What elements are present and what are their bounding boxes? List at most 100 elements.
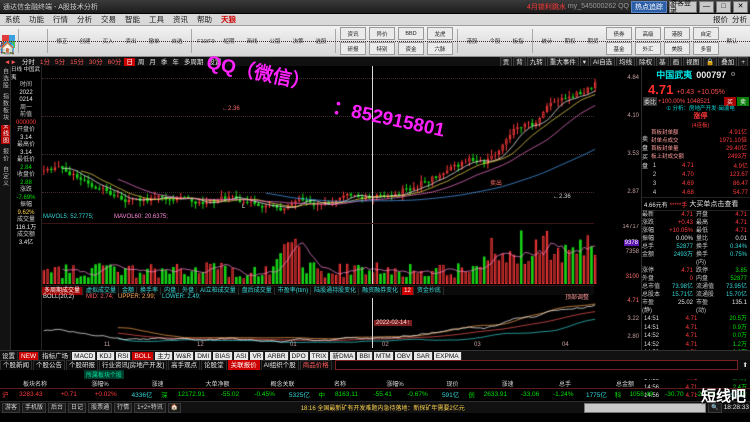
menu-item-3[interactable]: 分析: [77, 15, 92, 24]
status-quote-button[interactable]: 行情: [114, 402, 133, 413]
indicator-bias[interactable]: BIAS: [213, 351, 233, 361]
indicator-boll[interactable]: BOLL: [132, 351, 155, 361]
link-forum[interactable]: 论股堂: [201, 359, 227, 371]
indicator-rsi[interactable]: RSI: [115, 351, 132, 361]
link-stock-research[interactable]: 个股研报: [66, 359, 98, 371]
period-item-day[interactable]: 日: [124, 57, 135, 67]
menu-item-0[interactable]: 系统: [5, 15, 20, 24]
board-index-button[interactable]: 高级: [635, 27, 661, 40]
mt-head-9[interactable]: 总手: [558, 382, 571, 388]
mt-head-6[interactable]: 涨幅%: [386, 382, 404, 388]
period-item-month[interactable]: 月: [149, 58, 156, 66]
mt-head-3[interactable]: 大单净额: [205, 382, 230, 388]
indicator-trix[interactable]: TRIX: [309, 351, 330, 361]
dragon-button[interactable]: 龙虎: [427, 27, 453, 40]
menu-item-1[interactable]: 功能: [29, 15, 44, 24]
boll-pane[interactable]: 2022-02-14↑: [42, 298, 597, 348]
sector-stocks-pill[interactable]: 所属板块个股: [84, 370, 125, 379]
special-button[interactable]: 特别: [369, 42, 395, 55]
sixpulse-button[interactable]: 六脉: [427, 42, 453, 55]
stock-search-input[interactable]: [584, 402, 707, 413]
period-item-week[interactable]: 周: [137, 58, 145, 66]
mt-head-5[interactable]: 名称: [333, 382, 346, 388]
link-stock-announce[interactable]: 个股公告: [33, 359, 65, 371]
period-item-2[interactable]: 5分: [55, 58, 66, 66]
bid-row-4[interactable]: 4 4.68 54.77: [651, 188, 750, 197]
single-stock-button[interactable]: 基金: [606, 42, 632, 55]
vol-tab-3[interactable]: 换手率: [138, 286, 162, 295]
period-item-year[interactable]: 年: [172, 58, 179, 66]
vol-tab-4[interactable]: 内盘: [162, 286, 180, 295]
menu-item-7[interactable]: 资讯: [173, 15, 188, 24]
app-logo-icon[interactable]: [2, 34, 15, 48]
news-button[interactable]: 资讯: [340, 27, 366, 40]
qq-icon[interactable]: QQ: [618, 3, 629, 10]
link-search-input[interactable]: [334, 360, 738, 370]
settings-button[interactable]: 设置: [0, 351, 18, 361]
indicator-bbi[interactable]: BBI: [357, 351, 373, 361]
link-commodity-price[interactable]: 商品价格: [299, 359, 332, 371]
bid-row-2[interactable]: 2 4.70 123.67: [651, 170, 750, 179]
news-ticker[interactable]: 18:16 全国最新矿有开发难题内急待落地：新探矿年需要2亿元: [300, 406, 465, 412]
indicator-kdj[interactable]: KDJ: [97, 351, 115, 361]
period-item-4[interactable]: 30分: [88, 58, 103, 66]
gear-icon[interactable]: ⚙: [730, 72, 736, 78]
volume-pane[interactable]: [42, 224, 597, 284]
rail-item-index-board[interactable]: 指数板块: [1, 93, 8, 121]
status-diary-button[interactable]: 日记: [68, 402, 87, 413]
vol-tab-9[interactable]: 陆股通持股变化: [312, 286, 360, 295]
link-related-quote[interactable]: 关联报价: [227, 359, 260, 371]
mt-head-0[interactable]: 板块名称: [22, 382, 47, 388]
indicator-zhuli[interactable]: 主力: [155, 351, 174, 361]
home-icon[interactable]: 🏠 默认: [0, 27, 750, 55]
multiwindow-button[interactable]: 多窗: [693, 42, 719, 55]
link-ai-group[interactable]: AI组织个股: [260, 359, 299, 371]
period-item-1[interactable]: 1分: [39, 58, 50, 66]
mt-head-4[interactable]: 概念关联: [270, 382, 295, 388]
indicator-wr[interactable]: W&R: [174, 351, 195, 361]
vol-tab-12[interactable]: 资金抄底: [415, 286, 444, 295]
sell-button[interactable]: 卖: [736, 97, 749, 106]
vol-tab-6[interactable]: AI立桩成交量: [198, 286, 239, 295]
menu-item-2[interactable]: 行情: [53, 15, 68, 24]
vol-tab-1[interactable]: 虚拟成交量: [84, 286, 120, 295]
status-background-button[interactable]: 后台: [48, 402, 67, 413]
menu-item-8[interactable]: 帮助: [197, 15, 212, 24]
period-settings-button[interactable]: 设置: [208, 58, 222, 66]
mt-head-10[interactable]: 总金额: [615, 382, 634, 388]
bbd-button[interactable]: BBD: [398, 27, 424, 40]
mt-head-1[interactable]: 涨幅%: [91, 382, 109, 388]
search-icon[interactable]: 🔍: [708, 402, 722, 413]
minimize-button[interactable]: —: [699, 0, 714, 13]
hot-button[interactable]: 热点追踪: [631, 0, 667, 13]
indicator-sar[interactable]: SAR: [414, 351, 433, 361]
menu-right-1[interactable]: 分析: [732, 15, 747, 24]
price-pane[interactable]: ←2.36 卖出 ←2.36: [42, 66, 597, 224]
stats-button[interactable]: 外汇: [635, 42, 661, 55]
status-stocktalk-button[interactable]: 股票通: [88, 402, 113, 413]
rail-item-kline[interactable]: K线图: [0, 125, 10, 145]
maximize-button[interactable]: □: [716, 0, 731, 13]
analysis-line[interactable]: ① 分析：房地产开发·闽渝电: [666, 106, 735, 112]
period-item-multi[interactable]: 多周期: [183, 58, 204, 66]
period-item-5[interactable]: 60分: [107, 58, 122, 66]
buy-button[interactable]: 买: [723, 97, 736, 106]
link-industry-news[interactable]: 行业资讯[房地产开发]: [99, 359, 168, 371]
rail-item-favorites[interactable]: 自选股: [1, 68, 8, 89]
rail-item-custom[interactable]: 自定义: [1, 166, 8, 188]
upload-icon[interactable]: ⬆: [742, 361, 748, 369]
vol-tab-0[interactable]: 多周期成交量: [42, 286, 84, 295]
indicator-expma[interactable]: EXPMA: [433, 351, 462, 361]
vol-tab-2[interactable]: 金额: [120, 286, 138, 295]
vol-tab-7[interactable]: 盘后成交量: [240, 286, 275, 295]
status-mobile-button[interactable]: 手机版: [22, 402, 47, 413]
indicator-obv[interactable]: OBV: [394, 351, 414, 361]
rail-item-quote[interactable]: 报价: [1, 148, 8, 163]
promo-label[interactable]: 4月锁利跳水: [526, 3, 566, 11]
futures-button[interactable]: 美股: [664, 42, 690, 55]
vol-tab-11[interactable]: 12: [402, 286, 414, 295]
price-button[interactable]: 异价: [369, 27, 395, 40]
fund-button[interactable]: 资金: [398, 42, 424, 55]
user-login-button[interactable]: 游客登录: [669, 0, 697, 14]
period-item-3[interactable]: 15分: [70, 58, 84, 66]
